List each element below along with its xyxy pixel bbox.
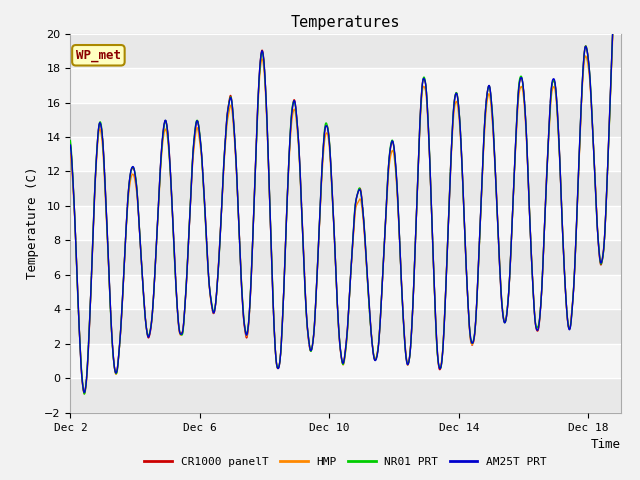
Y-axis label: Temperature (C): Temperature (C) [26, 167, 38, 279]
Bar [70, 206, 621, 240]
X-axis label: Time: Time [591, 438, 621, 451]
Bar [70, 378, 621, 413]
Bar [70, 68, 621, 103]
Bar [70, 344, 621, 378]
Title: Temperatures: Temperatures [291, 15, 401, 30]
Text: WP_met: WP_met [76, 49, 121, 62]
Bar [70, 310, 621, 344]
Bar [70, 275, 621, 310]
Bar [70, 103, 621, 137]
Bar [70, 171, 621, 206]
Bar [70, 240, 621, 275]
Bar [70, 137, 621, 171]
Bar [70, 34, 621, 68]
Legend: CR1000 panelT, HMP, NR01 PRT, AM25T PRT: CR1000 panelT, HMP, NR01 PRT, AM25T PRT [140, 453, 552, 472]
